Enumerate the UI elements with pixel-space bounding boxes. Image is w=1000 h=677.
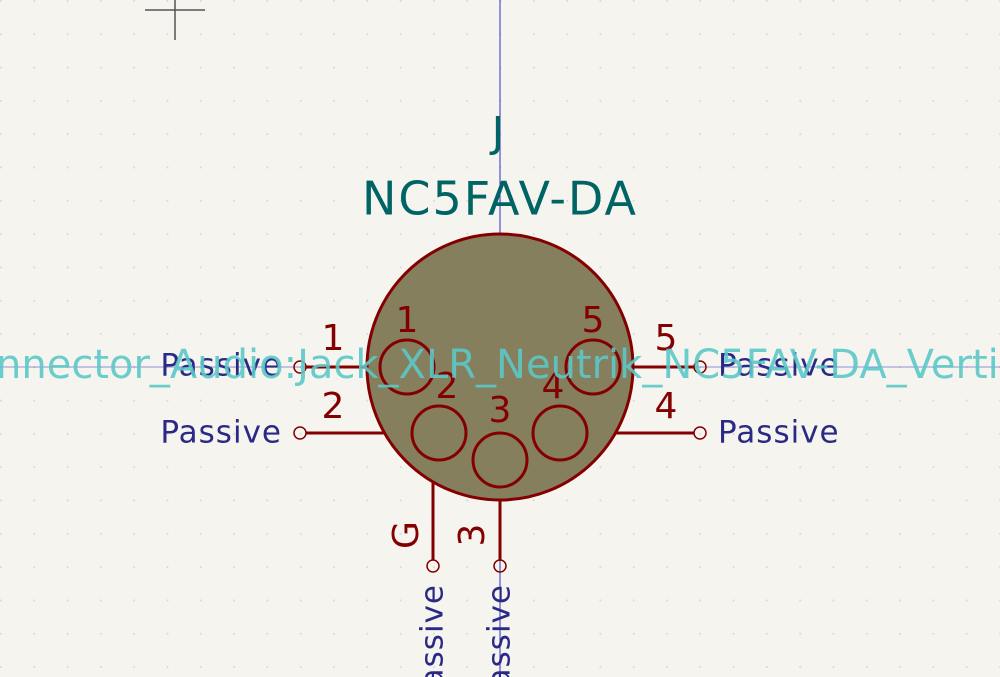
pin-type: Passive — [482, 584, 518, 677]
footprint-field: Connector_Audio:Jack_XLR_Neutrik_NC5FAV-… — [0, 342, 1000, 388]
pin-number: 4 — [655, 386, 678, 427]
pin-type: Passive — [718, 415, 840, 451]
reference: J — [489, 108, 504, 157]
pin-name: 1 — [396, 300, 419, 341]
pin-number: 5 — [655, 318, 678, 359]
pin-type: Passive — [160, 415, 282, 451]
pin-type: Passive — [160, 348, 282, 384]
pin-number: 1 — [322, 318, 345, 359]
pin-type: Passive — [415, 584, 451, 677]
pin-number: G — [386, 521, 427, 549]
cursor — [145, 0, 205, 40]
pin-type: Passive — [718, 348, 840, 384]
value: NC5FAV-DA — [362, 172, 638, 226]
pin-name: 4 — [542, 366, 565, 407]
pin-name: 3 — [489, 390, 512, 431]
contacts — [378, 338, 622, 489]
pin-number: 2 — [322, 386, 345, 427]
pin-name: 2 — [436, 366, 459, 407]
pin-name: 5 — [582, 300, 605, 341]
pin-number: 3 — [452, 524, 493, 547]
body — [365, 232, 635, 502]
